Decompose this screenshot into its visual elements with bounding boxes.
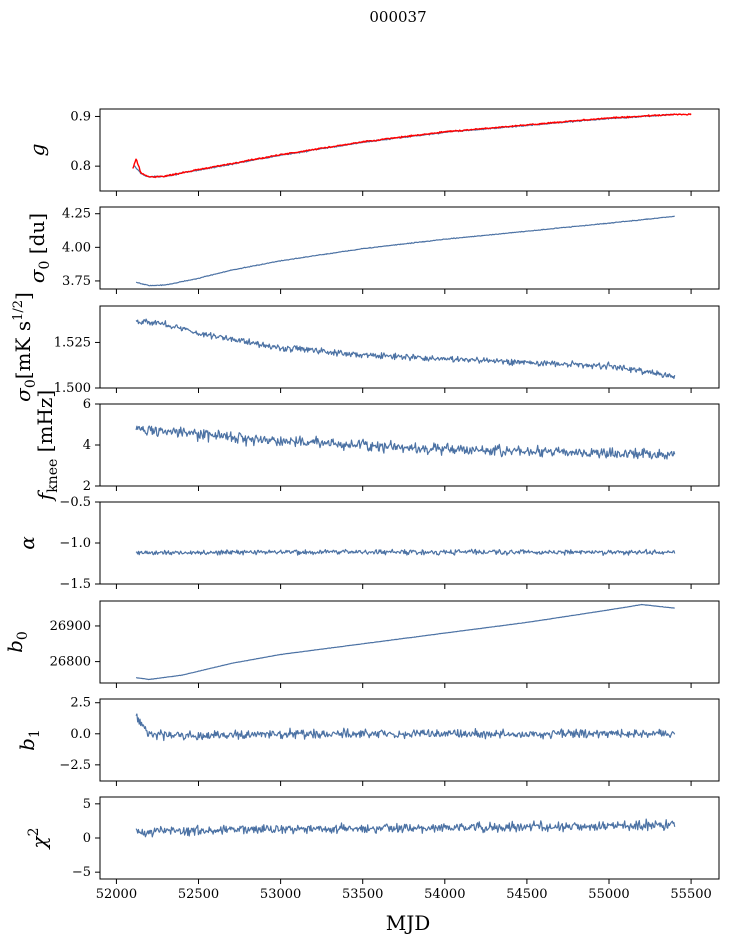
y-tick-label: 0 — [83, 831, 91, 846]
y-tick-label: 4.00 — [62, 240, 91, 255]
x-tick-label: 52500 — [178, 887, 219, 902]
panel-sigma0-du: 3.75 4.00 4.25 σ0 [du] — [25, 206, 720, 294]
series-line — [135, 425, 676, 460]
x-tick-label: 54000 — [424, 887, 465, 902]
series-line — [135, 215, 675, 287]
y-tick-label: 2 — [83, 479, 91, 494]
y-tick-label: 1.500 — [54, 381, 91, 396]
y-tick-label: 4 — [83, 438, 91, 453]
series-line — [135, 713, 676, 742]
axes-frame — [99, 206, 720, 290]
x-tick-label: 55500 — [670, 887, 711, 902]
y-tick-label: −1.5 — [59, 577, 91, 592]
series-line — [134, 113, 675, 178]
y-tick-label: −1.0 — [59, 536, 91, 551]
y-axis-label: σ0[mK s1/2] — [11, 292, 39, 402]
x-tick-label: 55000 — [588, 887, 629, 902]
axes-frame — [99, 796, 720, 880]
y-tick-label: 0.8 — [70, 159, 91, 174]
series-line — [135, 548, 676, 556]
series-line — [135, 818, 676, 838]
y-tick-label: 0.0 — [70, 727, 91, 742]
figure-title: 000037 — [369, 8, 426, 26]
y-axis-label: χ2 — [26, 827, 51, 850]
y-tick-label: 1.525 — [54, 335, 91, 350]
series-line — [132, 113, 692, 179]
panel-fknee: 2 4 6 fknee [mHz] — [33, 390, 720, 502]
x-axis-label: MJD — [386, 911, 431, 935]
panel-b0: 26800 26900 b0 — [3, 600, 720, 688]
y-tick-label: −2.5 — [59, 758, 91, 773]
axes-frame — [99, 501, 720, 585]
y-axis-label: α — [15, 536, 39, 550]
axes-frame — [99, 698, 720, 782]
x-tick-label: 53500 — [342, 887, 383, 902]
y-tick-label: 4.25 — [62, 207, 91, 222]
panel-chi2: −5 0 5 52000 52500 53000 53500 54000 54500 55000 5… — [26, 796, 720, 902]
axes-frame — [99, 108, 720, 192]
y-axis-label: g — [25, 144, 49, 157]
axes-frame — [99, 600, 720, 684]
panels: 0.8 0.9 g 3.75 4.00 4.25 σ0 [du] 1.500 1.525 σ0[m… — [3, 108, 720, 902]
axes-frame — [99, 403, 720, 487]
y-tick-label: 0.9 — [70, 109, 91, 124]
y-axis-label: b0 — [3, 631, 31, 653]
series-line — [135, 318, 676, 380]
y-tick-label: 3.75 — [62, 274, 91, 289]
panel-alpha: −1.5 −1.0 −0.5 α — [15, 495, 720, 592]
panel-sigma0-mks: 1.500 1.525 σ0[mK s1/2] — [11, 292, 720, 402]
y-tick-label: 5 — [83, 797, 91, 812]
y-tick-label: −0.5 — [59, 495, 91, 510]
series-line — [135, 603, 675, 681]
y-tick-label: 2.5 — [70, 696, 91, 711]
panel-g: 0.8 0.9 g — [25, 108, 720, 196]
x-tick-label: 52000 — [96, 887, 137, 902]
y-tick-label: 6 — [83, 397, 91, 412]
y-axis-label: σ0 [du] — [25, 213, 53, 283]
x-tick-label: 53000 — [260, 887, 301, 902]
y-tick-label: −5 — [72, 865, 91, 880]
y-tick-label: 26900 — [50, 619, 91, 634]
y-tick-label: 26800 — [50, 655, 91, 670]
x-tick-label: 54500 — [506, 887, 547, 902]
y-axis-label: fknee [mHz] — [33, 390, 61, 502]
axes-frame — [99, 305, 720, 389]
panel-b1: −2.5 0.0 2.5 b1 — [15, 696, 720, 786]
y-axis-label: b1 — [15, 729, 43, 751]
